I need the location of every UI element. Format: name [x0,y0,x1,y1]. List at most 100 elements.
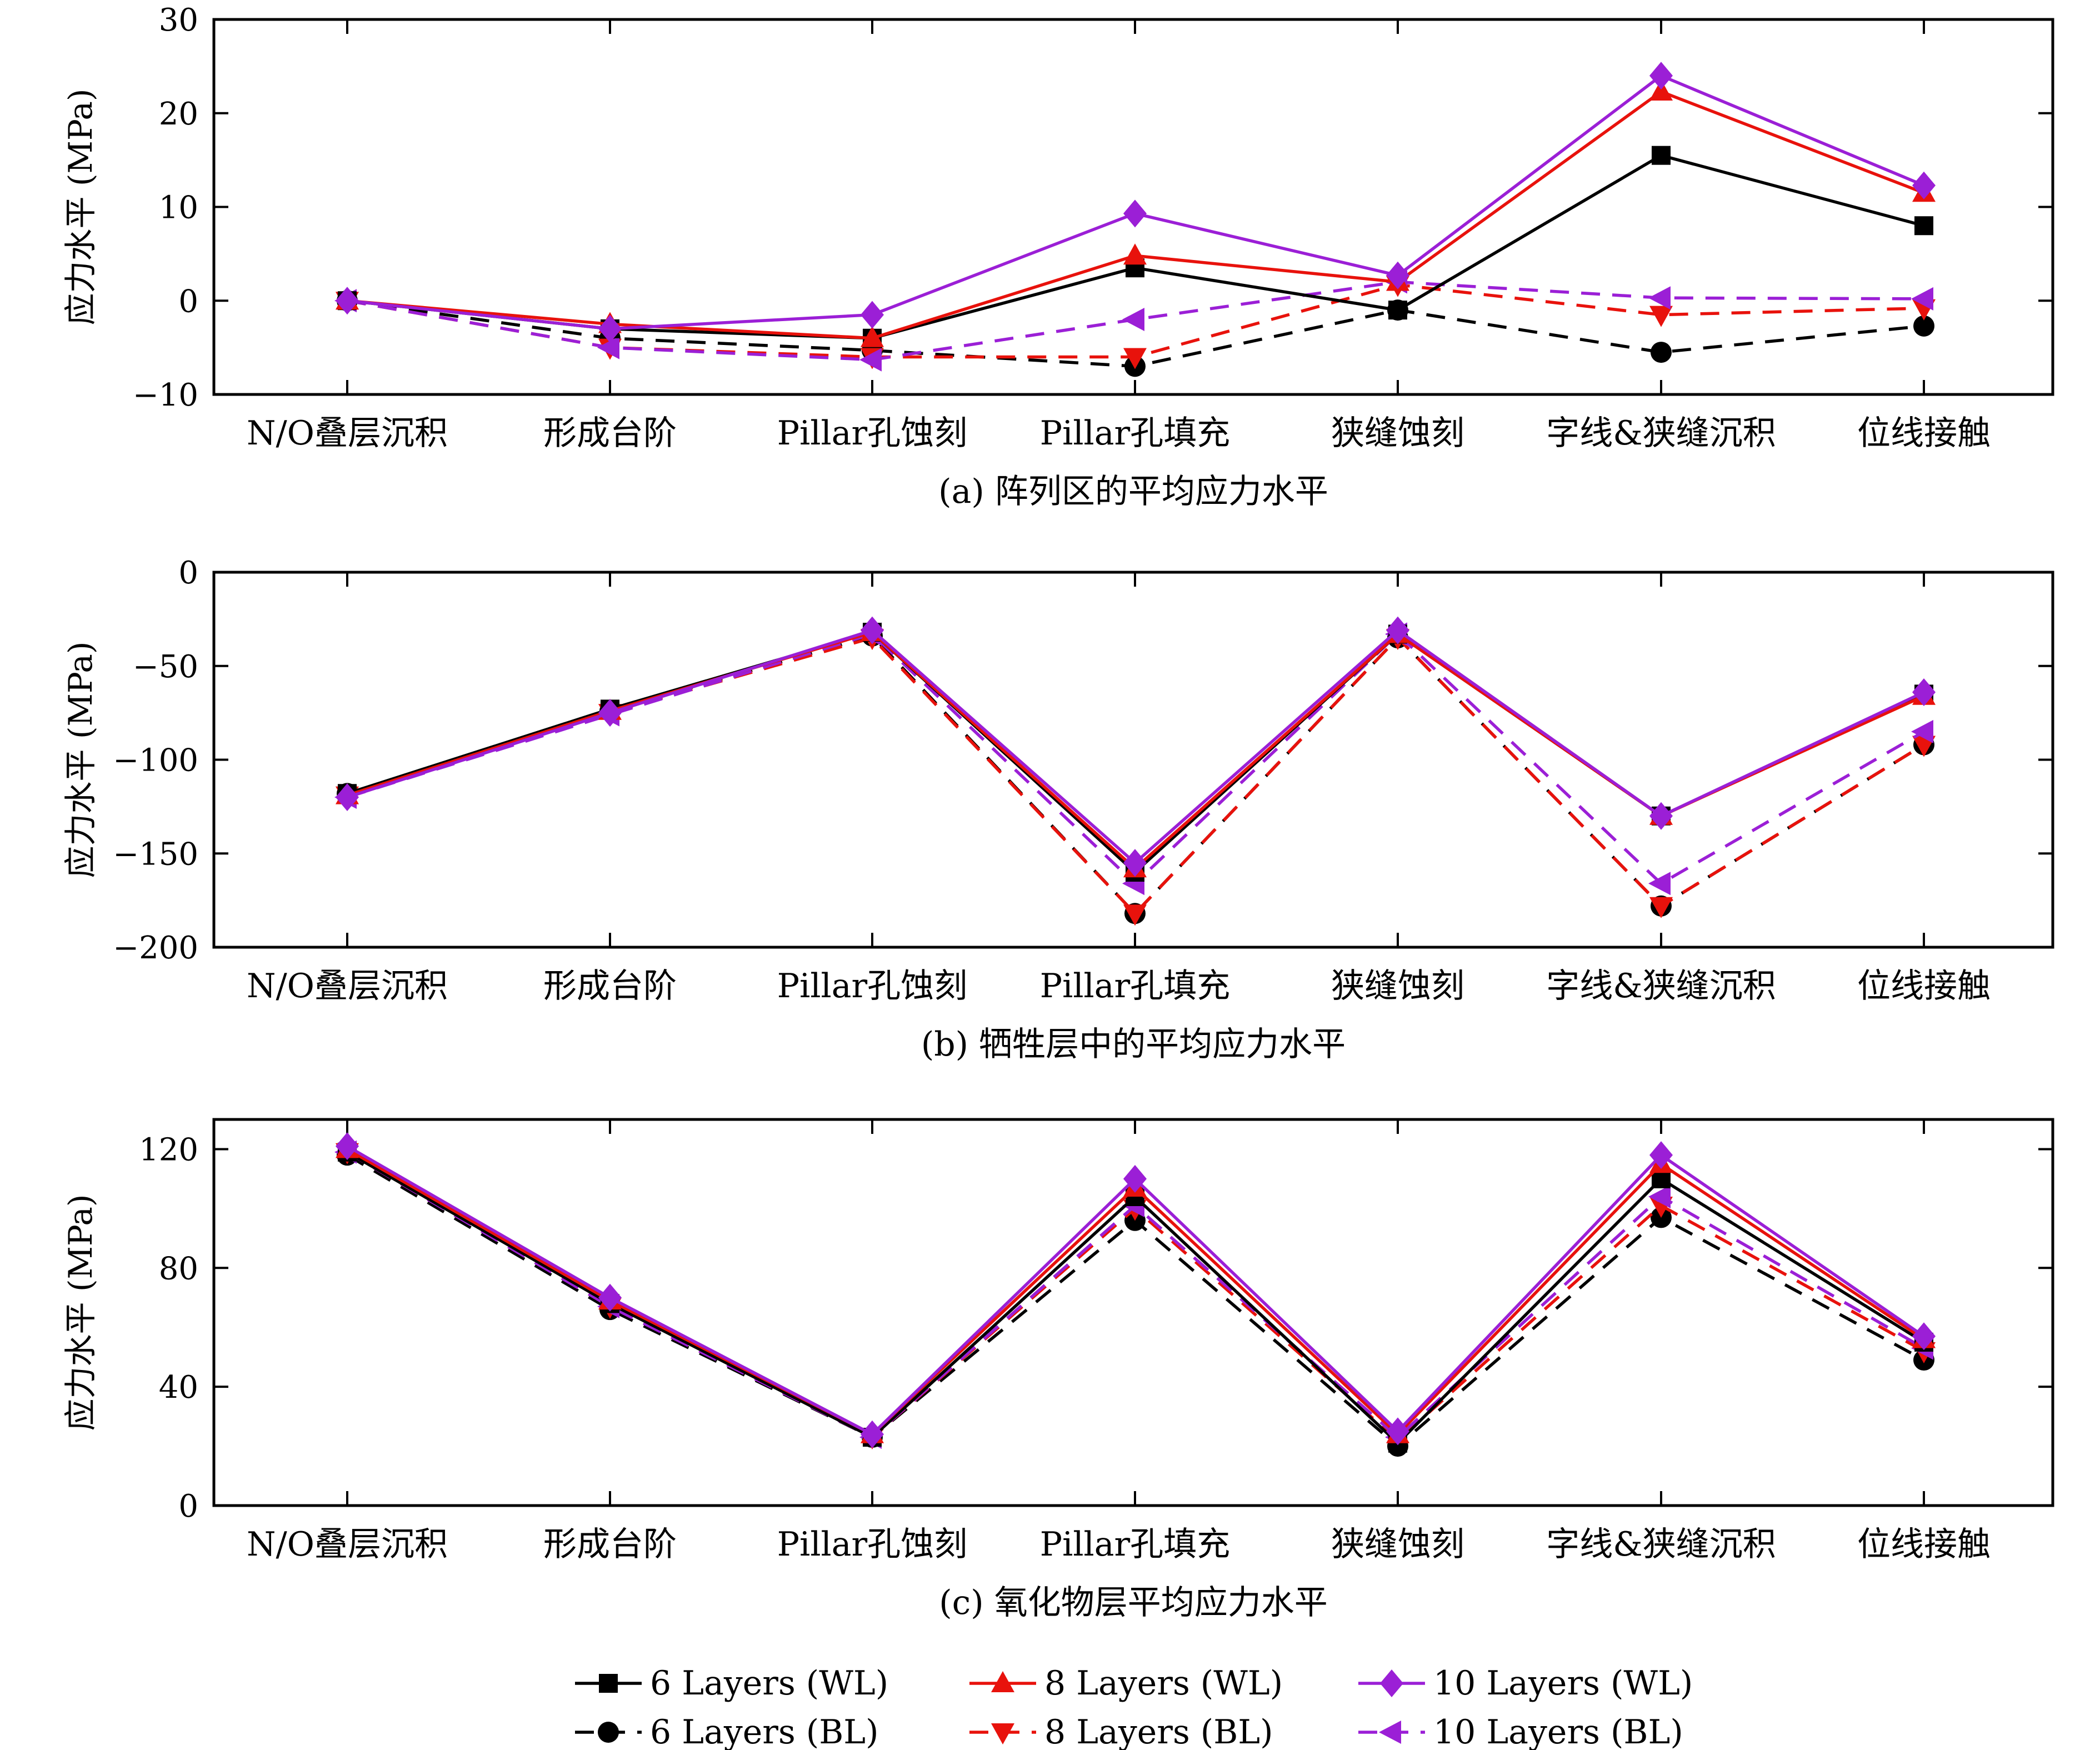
data-point [1649,79,1673,101]
legend-marker [991,1671,1014,1692]
plot-frame [212,1118,2054,1507]
panel-caption: (c) 氧化物层平均应力水平 [939,1583,1328,1622]
x-tick-label: N/O叠层沉积 [247,1525,448,1564]
legend-label: 10 Layers (WL) [1433,1664,1693,1703]
data-point [1123,348,1147,369]
x-tick-label: 字线&狭缝沉积 [1546,1525,1776,1564]
y-axis-label: 应力水平 (MPa) [62,641,99,878]
plot-frame [212,571,2054,949]
x-tick-label: 位线接触 [1857,414,1991,453]
data-point [1649,62,1673,90]
y-tick-label: −150 [113,836,198,872]
data-point [1388,301,1407,320]
legend-item-bl10: 10 Layers (BL) [1358,1713,1683,1750]
data-point [1123,904,1147,926]
series-wl10 [336,62,1936,343]
data-point [1123,243,1147,265]
x-tick-label: Pillar孔蚀刻 [777,967,967,1006]
data-point [1386,1417,1409,1446]
data-point [1649,1141,1673,1169]
chart-panel-b: −200 −150 −100 −50 0 N/O叠层沉积 形成台阶 Pillar孔蚀刻 Pill… [62,555,2054,1064]
data-point [1648,286,1671,310]
legend-label: 8 Layers (WL) [1044,1664,1283,1703]
y-axis-label: 应力水平 (MPa) [62,1194,99,1431]
series-wl8 [336,620,1936,878]
y-tick-label: 40 [159,1369,198,1406]
y-tick-label: 10 [159,190,198,226]
y-tick-label: 0 [178,283,198,319]
data-point [1649,897,1673,918]
legend-marker [991,1723,1014,1744]
series-wl6 [338,623,1933,882]
legend-marker [598,1722,619,1743]
x-tick-label: Pillar孔填充 [1040,414,1230,453]
series-line [347,631,1925,874]
x-tick-label: 狭缝蚀刻 [1331,414,1464,453]
x-tick-label: 狭缝蚀刻 [1331,1525,1464,1564]
y-tick-label: 80 [159,1251,198,1287]
y-tick-label: −50 [133,649,198,685]
data-point [1913,315,1934,337]
x-tick-label: N/O叠层沉积 [247,414,448,453]
x-tick-label: 位线接触 [1857,1525,1991,1564]
data-point [336,287,359,315]
data-point [1651,342,1672,363]
data-point [1123,849,1147,877]
x-tick-label: 字线&狭缝沉积 [1546,967,1776,1006]
legend-label: 6 Layers (BL) [650,1713,879,1750]
legend-item-bl8: 8 Layers (BL) [969,1713,1273,1750]
data-point [1652,146,1671,165]
x-tick-label: 狭缝蚀刻 [1331,967,1464,1006]
data-point [597,336,619,359]
legend: 6 Layers (WL) 8 Layers (WL) 10 Layers (WL)… [575,1664,1693,1750]
data-point [859,348,882,372]
panel-caption: (b) 牺牲层中的平均应力水平 [921,1025,1346,1064]
legend-label: 6 Layers (WL) [650,1664,888,1703]
x-tick-label: 形成台阶 [543,414,677,453]
y-tick-label: −100 [113,743,198,779]
x-tick-label: 位线接触 [1857,967,1991,1006]
legend-label: 8 Layers (BL) [1044,1713,1273,1750]
x-tick-label: Pillar孔填充 [1040,967,1230,1006]
data-point [598,1283,622,1312]
y-tick-label: 0 [178,1488,198,1524]
y-axis-label: 应力水平 (MPa) [62,88,99,325]
data-point [1911,287,1933,311]
y-tick-label: 30 [159,2,198,38]
x-tick-label: Pillar孔填充 [1040,1525,1230,1564]
chart-panel-a: −10 0 10 20 30 N/O叠层沉积 形成台阶 Pillar孔蚀刻 Pillar孔填充 狭… [62,2,2054,511]
data-point [598,699,622,727]
data-point [861,326,884,347]
data-point [1648,1185,1671,1208]
chart-panel-c: 0 40 80 120 N/O叠层沉积 形成台阶 Pillar孔蚀刻 Pillar孔填充 狭缝蚀… [62,1118,2054,1622]
data-point [1912,678,1936,706]
legend-item-wl10: 10 Layers (WL) [1358,1664,1693,1703]
data-point [1912,171,1936,199]
legend-marker [599,1674,618,1693]
series-line [347,631,1925,870]
x-tick-label: 形成台阶 [543,967,677,1006]
data-point [598,314,622,343]
legend-item-bl6: 6 Layers (BL) [575,1713,879,1750]
legend-marker [1380,1669,1403,1697]
data-point [1123,199,1147,228]
legend-label: 10 Layers (BL) [1433,1713,1683,1750]
data-point [1912,1322,1936,1351]
data-point [336,783,359,811]
y-tick-label: 120 [139,1132,198,1168]
data-point [336,1132,359,1161]
legend-marker [1379,1721,1401,1744]
data-point [861,1420,884,1448]
series-line [347,628,1925,864]
data-point [1122,308,1144,331]
data-point [1649,306,1673,327]
data-point [1386,616,1409,644]
data-point [1914,216,1933,236]
legend-item-wl8: 8 Layers (WL) [969,1664,1283,1703]
data-point [861,301,884,329]
data-point [861,616,884,644]
y-tick-label: −200 [113,930,198,966]
series-line [347,632,1925,885]
x-tick-label: Pillar孔蚀刻 [777,1525,967,1564]
